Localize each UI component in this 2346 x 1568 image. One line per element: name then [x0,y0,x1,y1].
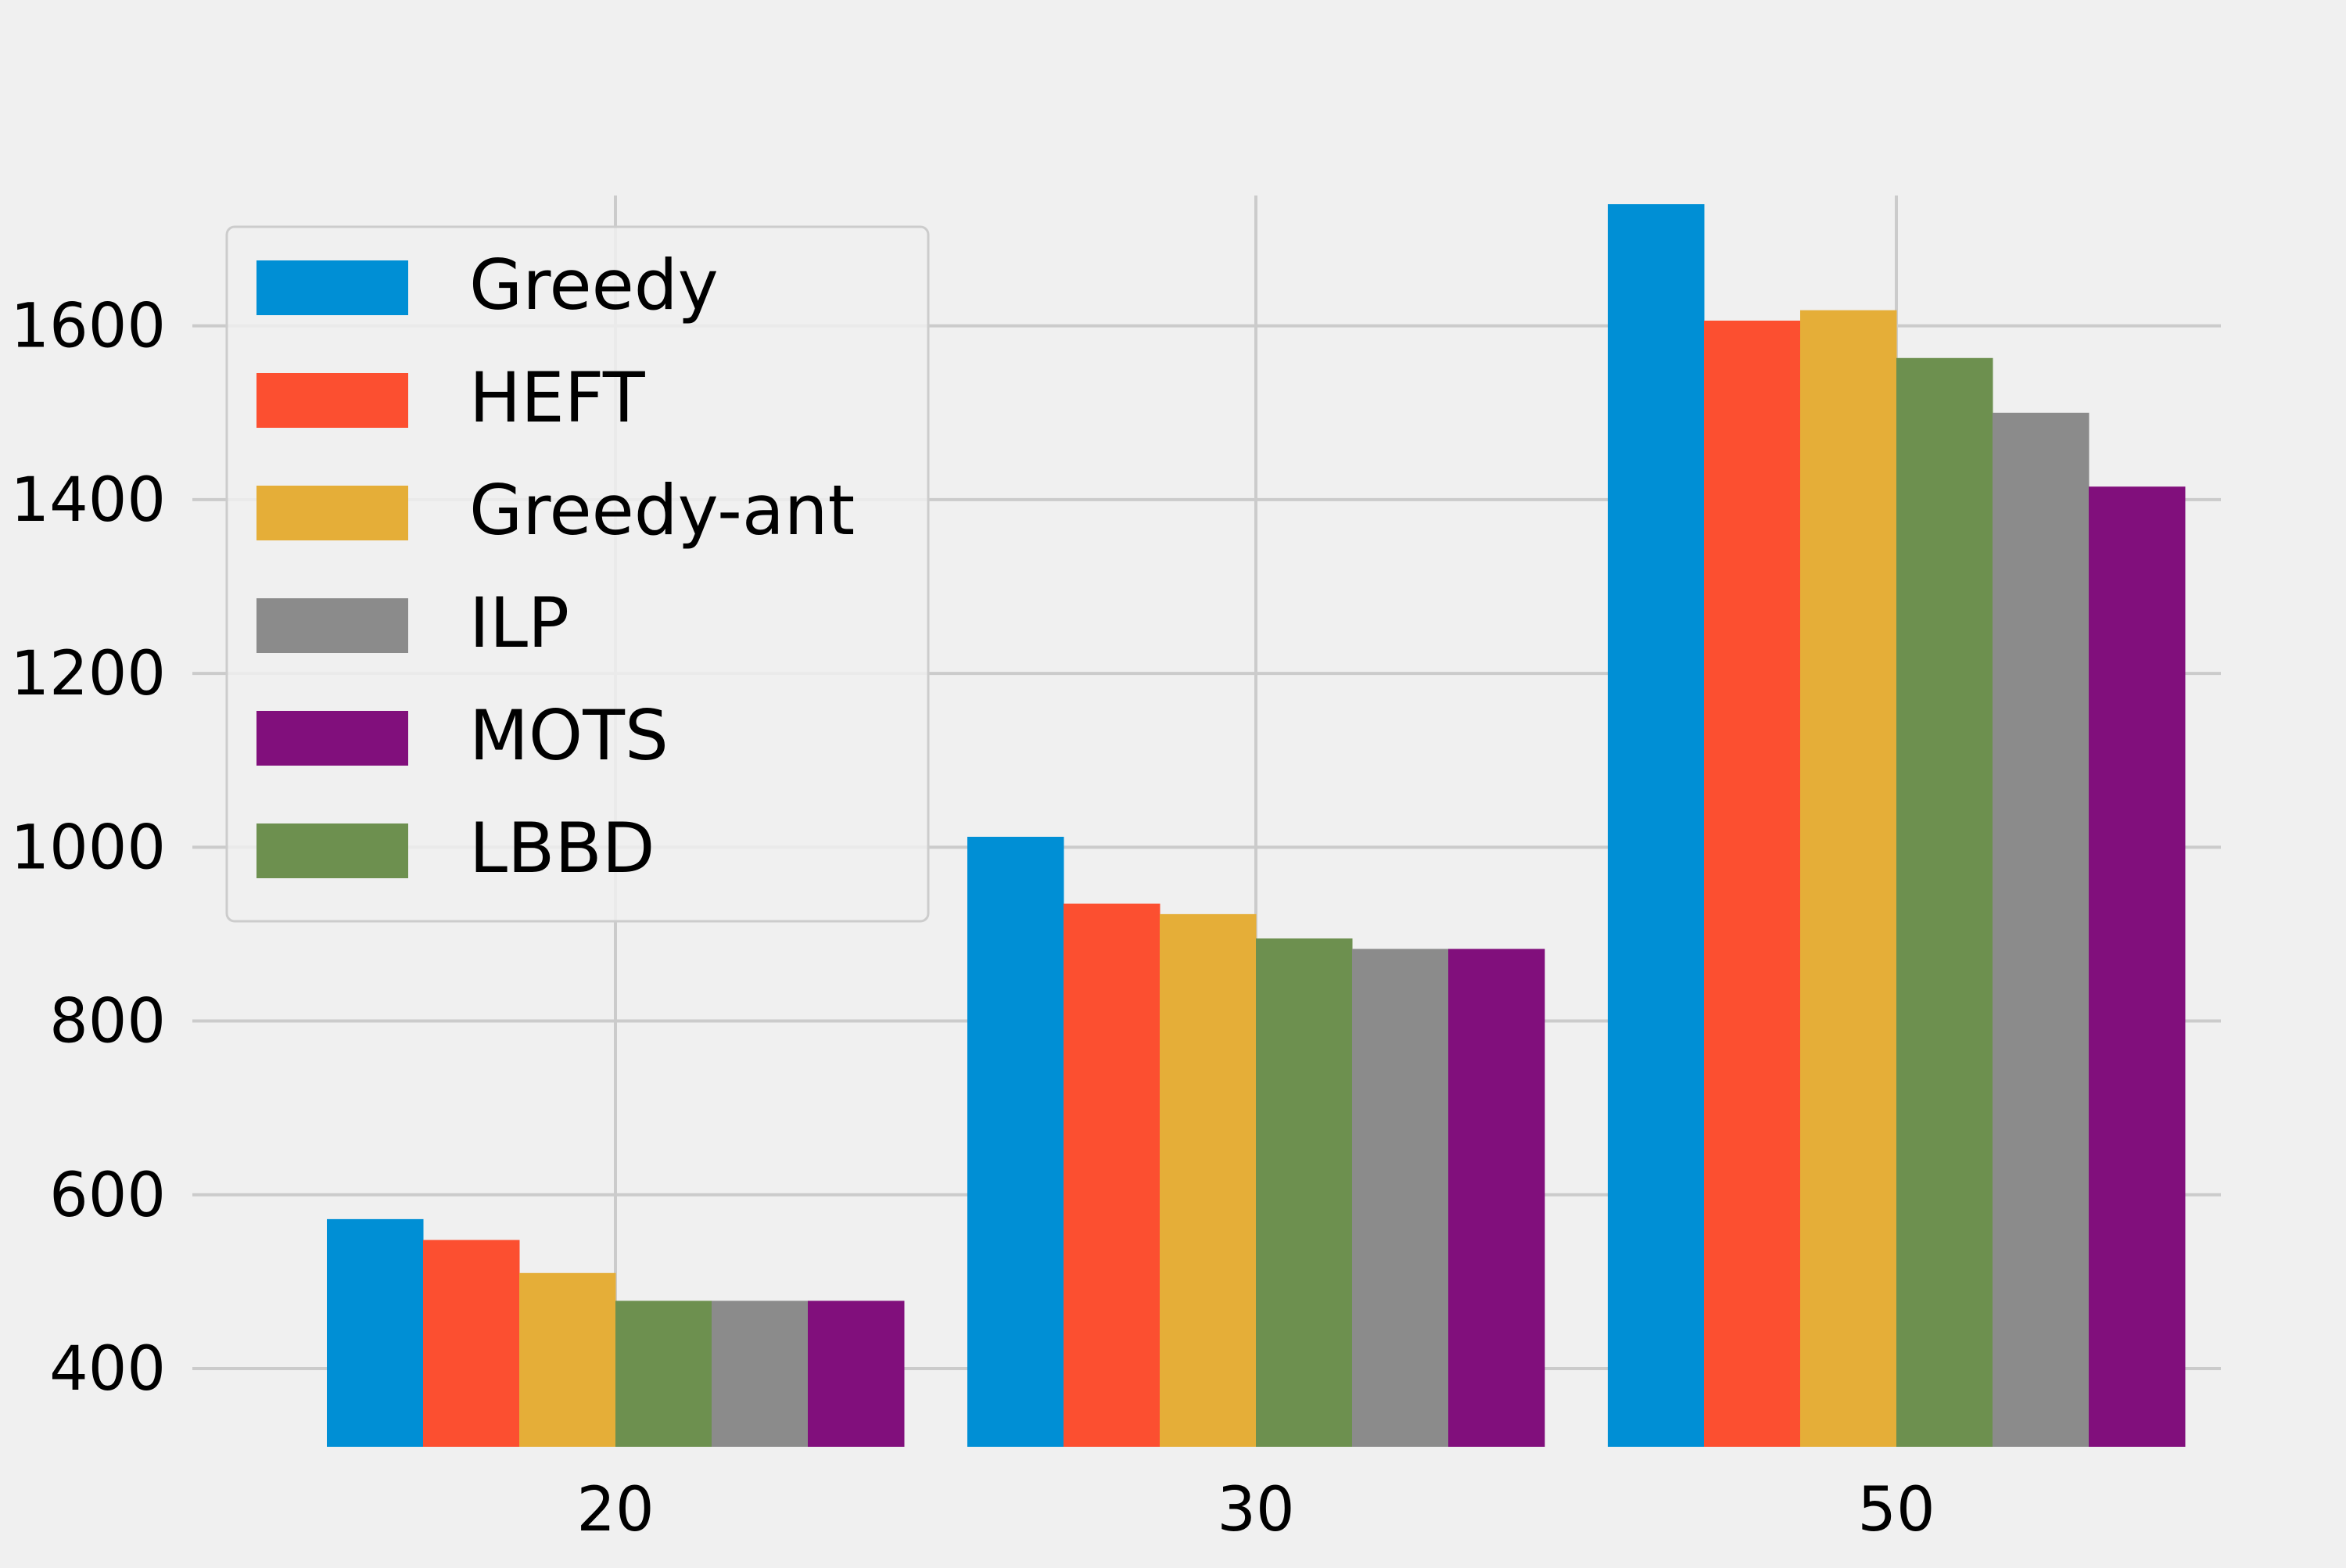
bar-greedy-ant-50 [1800,310,1897,1448]
legend-swatch-greedy [256,260,408,315]
legend-label-heft: HEFT [469,357,646,438]
legend-swatch-greedy-ant [256,486,408,540]
bar-greedy-50 [1608,204,1705,1448]
bar-greedy-ant-30 [1160,913,1257,1447]
bar-lbbd-30 [1256,938,1353,1447]
legend-label-greedy-ant: Greedy-ant [469,470,855,551]
legend-swatch-lbbd [256,823,408,878]
bars [327,204,2186,1448]
x-tick-label: 50 [1857,1475,1935,1545]
bar-heft-30 [1064,903,1160,1447]
x-tick-label: 20 [576,1475,654,1545]
legend-swatch-heft [256,373,408,428]
legend-label-ilp: ILP [469,583,569,663]
y-tick-label: 1200 [10,639,166,709]
bar-lbbd-20 [615,1301,712,1447]
tick-labels: 400 600 800 1000 1200 1400 1600 20 30 50 [10,292,1935,1545]
bar-greedy-30 [967,837,1064,1447]
bar-greedy-ant-20 [519,1272,616,1447]
legend-label-greedy: Greedy [469,245,719,325]
x-tick-label: 30 [1217,1475,1294,1545]
legend-label-mots: MOTS [469,695,669,776]
y-tick-label: 800 [49,987,166,1057]
bar-ilp-50 [1993,412,2090,1447]
bar-ilp-20 [712,1301,809,1447]
bar-mots-30 [1448,949,1545,1447]
legend-swatch-ilp [256,598,408,653]
y-tick-label: 400 [49,1334,166,1405]
bar-heft-20 [423,1240,520,1447]
y-tick-label: 1400 [10,465,166,536]
bar-ilp-30 [1352,949,1449,1447]
bar-mots-50 [2089,486,2186,1448]
bar-lbbd-50 [1896,357,1993,1447]
bar-greedy-20 [327,1218,424,1447]
legend-label-lbbd: LBBD [469,808,655,888]
y-tick-label: 1600 [10,292,166,362]
y-tick-label: 600 [49,1161,166,1231]
y-tick-label: 1000 [10,813,166,883]
bar-heft-50 [1704,321,1801,1447]
bar-mots-20 [808,1301,905,1447]
legend: Greedy HEFT Greedy-ant ILP MOTS LBBD [225,225,930,923]
legend-swatch-mots [256,711,408,766]
